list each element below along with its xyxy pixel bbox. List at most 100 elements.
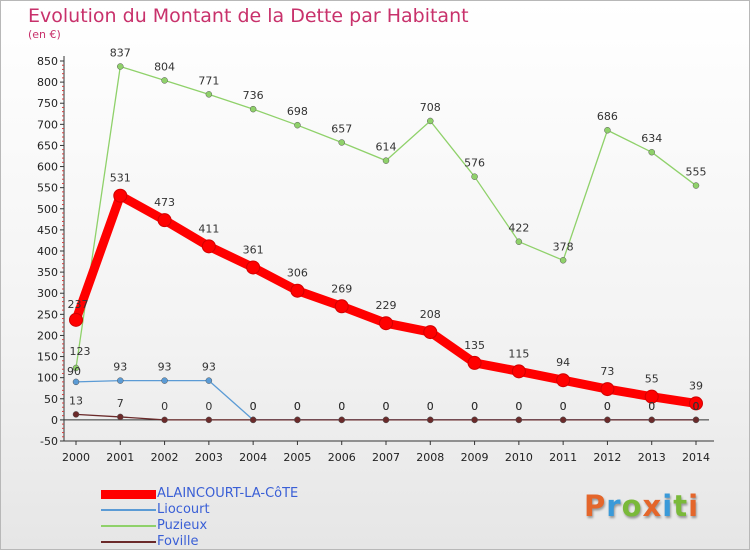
- x-tick-label: 2012: [593, 451, 621, 464]
- y-tick-label: 300: [37, 287, 58, 300]
- data-point: [423, 325, 438, 340]
- data-point: [600, 382, 615, 397]
- data-point: [69, 312, 83, 327]
- data-point: [338, 139, 345, 146]
- x-tick-label: 2010: [505, 451, 533, 464]
- data-label: 306: [287, 267, 308, 280]
- data-point: [246, 260, 261, 275]
- data-label: 0: [693, 400, 700, 413]
- data-point: [117, 377, 124, 384]
- data-label: 411: [198, 222, 219, 235]
- legend-swatch: [101, 541, 156, 543]
- y-tick-label: 450: [37, 224, 58, 237]
- data-point: [689, 396, 703, 411]
- data-label: 237: [68, 298, 89, 311]
- data-label: 634: [641, 132, 662, 145]
- data-label: 0: [250, 400, 257, 413]
- x-tick-label: 2013: [638, 451, 666, 464]
- data-label: 93: [202, 361, 216, 374]
- data-point: [427, 416, 434, 424]
- legend-swatch: [101, 525, 156, 527]
- data-label: 90: [67, 365, 81, 378]
- data-label: 0: [427, 400, 434, 413]
- data-label: 0: [560, 400, 567, 413]
- data-point: [604, 126, 611, 134]
- data-label: 0: [648, 400, 655, 413]
- data-label: 686: [597, 110, 618, 123]
- data-label: 0: [471, 400, 478, 413]
- data-label: 0: [205, 400, 212, 413]
- data-point: [205, 416, 213, 424]
- data-point: [113, 188, 128, 203]
- y-tick-label: 200: [37, 329, 58, 342]
- y-tick-label: 400: [37, 245, 58, 258]
- y-tick-label: -50: [40, 435, 58, 448]
- x-tick-label: 2009: [461, 451, 489, 464]
- data-point: [692, 416, 700, 424]
- data-point: [72, 364, 80, 372]
- x-tick-label: 2014: [682, 451, 710, 464]
- data-label: 0: [161, 400, 168, 413]
- legend-label: ALAINCOURT-LA-CôTE: [157, 486, 299, 501]
- legend-swatch: [101, 489, 156, 499]
- data-label: 208: [420, 308, 441, 321]
- y-tick-label: 150: [37, 351, 58, 364]
- data-point: [379, 316, 393, 331]
- data-point: [511, 364, 526, 379]
- data-label: 7: [117, 397, 124, 410]
- data-point: [338, 416, 345, 424]
- y-tick-label: 750: [37, 97, 58, 110]
- x-tick-label: 2005: [283, 451, 311, 464]
- data-label: 0: [693, 400, 700, 413]
- data-label: 0: [515, 400, 522, 413]
- x-tick-label: 2002: [151, 451, 179, 464]
- data-label: 657: [331, 122, 352, 135]
- y-tick-label: 700: [37, 118, 58, 131]
- x-tick-label: 2011: [549, 451, 577, 464]
- x-tick-label: 2006: [328, 451, 356, 464]
- legend-swatch: [101, 509, 156, 511]
- y-tick-label: 550: [37, 182, 58, 195]
- data-point: [471, 416, 478, 424]
- data-label: 614: [376, 141, 397, 154]
- data-point: [249, 416, 257, 424]
- data-label: 0: [515, 400, 522, 413]
- data-label: 0: [471, 400, 478, 413]
- data-label: 771: [198, 74, 219, 87]
- data-point: [648, 416, 655, 424]
- data-point: [294, 416, 301, 424]
- data-label: 123: [70, 345, 91, 358]
- data-label: 93: [113, 361, 127, 374]
- data-label: 0: [294, 400, 301, 413]
- data-label: 361: [243, 243, 264, 256]
- data-label: 13: [69, 394, 83, 407]
- legend-label: Puzieux: [157, 518, 208, 533]
- data-label: 135: [464, 339, 485, 352]
- x-tick-label: 2008: [416, 451, 444, 464]
- x-tick-label: 2001: [106, 451, 134, 464]
- y-tick-label: 800: [37, 76, 58, 89]
- data-label: 269: [331, 282, 352, 295]
- y-tick-label: 500: [37, 203, 58, 216]
- data-point: [161, 377, 168, 384]
- data-label: 0: [560, 400, 567, 413]
- data-label: 0: [427, 400, 434, 413]
- data-label: 708: [420, 101, 441, 114]
- data-point: [644, 389, 659, 404]
- data-label: 229: [376, 299, 397, 312]
- data-label: 0: [294, 400, 301, 413]
- x-tick-label: 2007: [372, 451, 400, 464]
- data-point: [515, 416, 523, 424]
- data-point: [692, 182, 700, 189]
- x-tick-label: 2003: [195, 451, 223, 464]
- data-point: [334, 299, 349, 314]
- data-label: 473: [154, 196, 175, 209]
- data-label: 804: [154, 60, 175, 73]
- chart-subtitle: (en €): [28, 28, 61, 41]
- data-label: 0: [383, 400, 390, 413]
- y-tick-label: 250: [37, 308, 58, 321]
- data-point: [290, 283, 305, 298]
- data-label: 55: [645, 373, 659, 386]
- data-label: 0: [604, 400, 611, 413]
